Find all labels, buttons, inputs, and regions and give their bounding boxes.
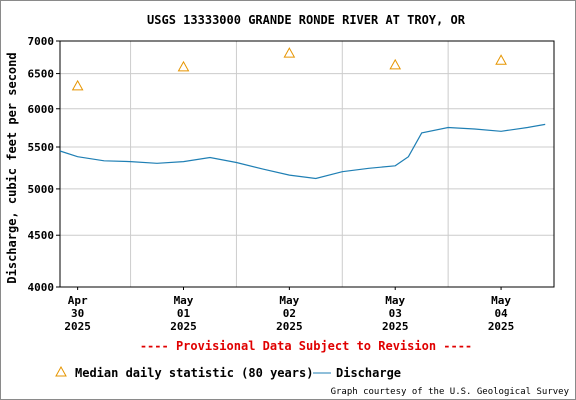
x-tick-label: 2025: [488, 320, 515, 333]
grid: [60, 40, 554, 288]
x-tick-label: 2025: [64, 320, 91, 333]
legend-median-label: Median daily statistic (80 years): [75, 366, 313, 380]
legend-median-marker: [55, 365, 67, 377]
median-marker: [71, 79, 84, 91]
y-tick-label: 6500: [28, 68, 55, 81]
y-tick-label: 4000: [28, 281, 55, 294]
x-tick-label: 30: [71, 307, 84, 320]
plot-frame: [59, 40, 555, 288]
median-marker: [495, 54, 507, 65]
x-tick-label: 04: [494, 307, 508, 320]
y-axis-ticks: 4000 4500 5000 5500 6000 6500 7000: [28, 35, 60, 294]
x-tick-label: Apr: [68, 294, 88, 307]
x-tick-label: 2025: [170, 320, 197, 333]
median-marker: [177, 60, 190, 72]
x-tick-label: 01: [177, 307, 191, 320]
legend: Median daily statistic (80 years) Discha…: [55, 365, 401, 380]
usgs-credit: Graph courtesy of the U.S. Geological Su…: [331, 387, 570, 397]
legend-discharge-label: Discharge: [336, 366, 401, 380]
y-tick-label: 5000: [28, 183, 55, 196]
x-tick-label: May: [491, 294, 511, 307]
median-marker: [283, 47, 296, 58]
x-tick-label: 03: [389, 307, 402, 320]
median-marker: [389, 58, 402, 70]
chart-title: USGS 13333000 GRANDE RONDE RIVER AT TROY…: [147, 13, 466, 27]
discharge-line: [59, 123, 546, 180]
series: [59, 47, 546, 180]
x-tick-label: 2025: [276, 320, 303, 333]
y-tick-label: 5500: [28, 141, 55, 154]
x-tick-label: 02: [283, 307, 296, 320]
y-tick-label: 7000: [28, 35, 55, 48]
y-axis-label: Discharge, cubic feet per second: [5, 52, 19, 283]
y-tick-label: 4500: [28, 229, 55, 242]
x-tick-label: 2025: [382, 320, 409, 333]
x-tick-label: May: [279, 294, 299, 307]
x-tick-label: May: [174, 294, 194, 307]
provisional-notice: ---- Provisional Data Subject to Revisio…: [140, 339, 472, 353]
x-tick-label: May: [385, 294, 405, 307]
x-axis-ticks: Apr302025May012025May022025May032025May0…: [64, 287, 514, 333]
y-tick-label: 6000: [28, 103, 55, 116]
